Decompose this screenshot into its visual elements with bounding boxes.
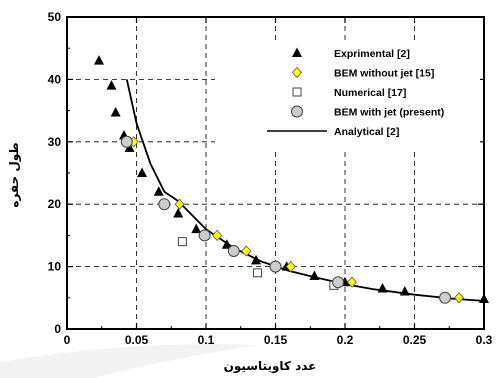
legend-label: Analytical [2] xyxy=(334,126,399,138)
legend-diamond-symbol xyxy=(291,66,303,79)
y-tick-label: 0 xyxy=(54,322,61,336)
point-bem-with-jet-present xyxy=(158,198,171,211)
point-exprimental-2 xyxy=(309,270,320,280)
point-bem-with-jet-present xyxy=(269,260,282,273)
point-bem-with-jet-present xyxy=(227,245,240,257)
y-tick-label: 20 xyxy=(48,197,62,211)
point-exprimental-2 xyxy=(124,142,135,153)
point-numerical-17 xyxy=(177,237,187,247)
point-exprimental-2 xyxy=(106,80,117,90)
x-tick-label: 0.2 xyxy=(337,333,354,347)
point-bem-with-jet-present xyxy=(198,229,211,242)
legend-label: BEM with jet (present) xyxy=(334,107,444,119)
point-exprimental-2 xyxy=(191,223,202,234)
point-exprimental-2 xyxy=(137,167,148,177)
x-tick-label: 0.05 xyxy=(125,333,149,347)
point-exprimental-2 xyxy=(399,286,410,296)
legend-label: BEM without jet [15] xyxy=(334,68,434,80)
point-bem-without-jet-15 xyxy=(241,245,252,257)
point-bem-without-jet-15 xyxy=(346,276,357,288)
legend-label: Numerical [17] xyxy=(334,87,406,99)
legend-circle-symbol xyxy=(291,105,303,118)
x-axis-title: عدد کاویتاسیون xyxy=(224,359,317,374)
axes: 0 0.05 0.1 0.15 0.2 0.25 0.3 0 10 20 30 40 50 xyxy=(48,10,493,347)
x-tick-label: 0.15 xyxy=(264,333,288,347)
y-tick-label: 30 xyxy=(48,135,62,149)
point-bem-without-jet-15 xyxy=(285,261,296,273)
x-tick-label: 0 xyxy=(64,333,71,347)
y-tick-label: 40 xyxy=(48,72,62,86)
point-bem-with-jet-present xyxy=(439,291,452,304)
point-numerical-17 xyxy=(252,268,262,278)
legend: Exprimental [2] BEM without jet [15] Numer… xyxy=(215,40,480,148)
background-swoosh xyxy=(0,344,260,378)
point-bem-without-jet-15 xyxy=(174,198,185,210)
x-tick-label: 0.25 xyxy=(403,333,427,347)
point-exprimental-2 xyxy=(153,186,164,196)
legend-triangle-symbol xyxy=(292,47,302,57)
point-exprimental-2 xyxy=(173,208,184,218)
point-bem-with-jet-present xyxy=(332,276,345,289)
y-tick-label: 10 xyxy=(48,260,62,274)
x-tick-label: 0.3 xyxy=(476,333,493,347)
legend-label: Exprimental [2] xyxy=(334,48,410,60)
point-exprimental-2 xyxy=(221,239,232,249)
point-bem-with-jet-present xyxy=(120,135,133,148)
point-exprimental-2 xyxy=(93,55,104,65)
legend-square-symbol xyxy=(292,87,302,97)
point-exprimental-2 xyxy=(110,106,121,117)
point-bem-without-jet-15 xyxy=(212,229,223,241)
legend-background xyxy=(215,40,480,148)
point-exprimental-2 xyxy=(251,254,262,265)
x-tick-label: 0.1 xyxy=(198,333,215,347)
y-axis-title: طول حفره xyxy=(7,142,22,207)
point-exprimental-2 xyxy=(377,282,388,293)
series-analytical-2-line xyxy=(125,79,485,302)
y-tick-label: 50 xyxy=(48,10,62,24)
point-bem-without-jet-15 xyxy=(453,292,465,304)
data-series xyxy=(93,55,489,304)
